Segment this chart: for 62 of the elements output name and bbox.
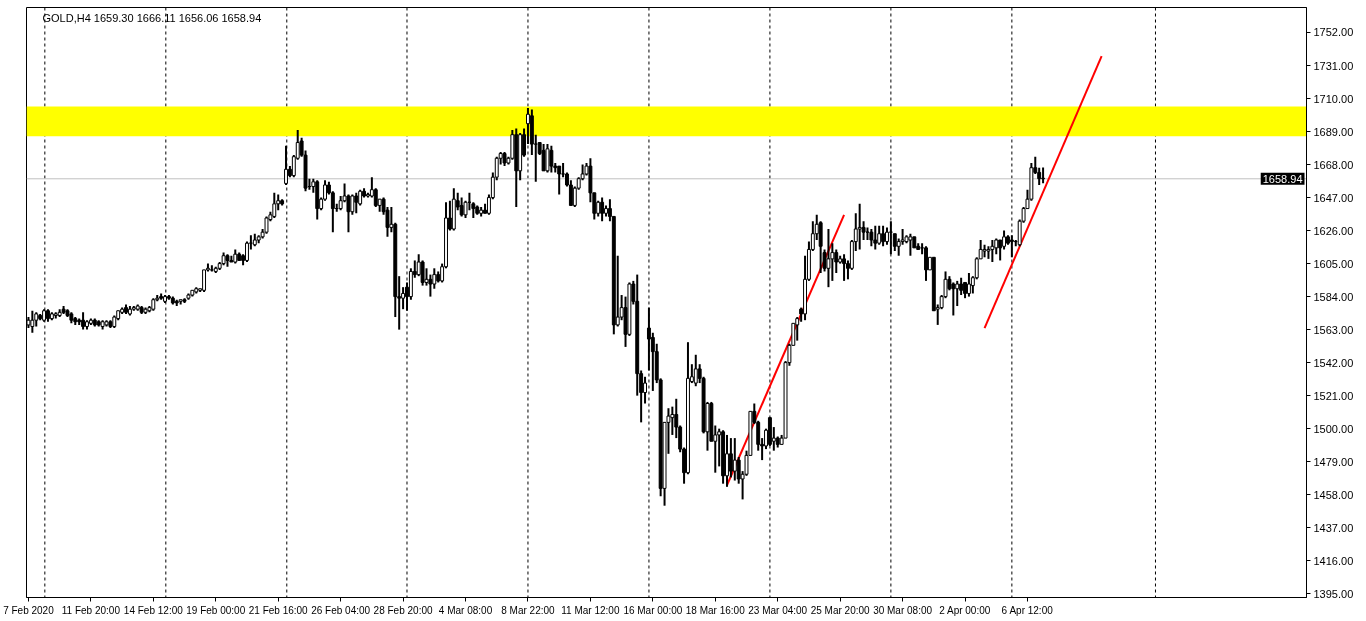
x-tick-label: 2 Apr 00:00: [939, 604, 991, 616]
y-tick-label: 1395.00: [1313, 587, 1354, 600]
y-tick-label: 1605.00: [1313, 257, 1354, 270]
x-tick-label: 28 Feb 20:00: [373, 604, 433, 616]
x-tick-label: 21 Feb 16:00: [248, 604, 309, 616]
candlestick: [873, 224, 878, 251]
y-tick-label: 1521.00: [1313, 389, 1354, 402]
candlestick: [990, 239, 995, 264]
x-tick-label: 6 Apr 12:00: [1001, 604, 1054, 616]
y-tick-label: 1647.00: [1313, 191, 1354, 204]
candlestick: [728, 437, 733, 479]
y-tick-label: 1626.00: [1313, 224, 1354, 237]
candlestick: [842, 253, 847, 282]
y-tick-label: 1584.00: [1313, 290, 1354, 303]
candlestick: [350, 193, 355, 216]
candlestick: [955, 279, 960, 308]
candlestick: [549, 144, 554, 174]
x-tick-label: 26 Feb 04:00: [311, 604, 371, 616]
ref-line-label: 1658.94: [1262, 172, 1303, 185]
y-tick-label: 1731.00: [1313, 59, 1354, 72]
x-tick-label: 23 Mar 04:00: [748, 604, 808, 616]
x-tick-label: 4 Mar 08:00: [438, 604, 493, 616]
candlestick: [951, 281, 956, 317]
candlestick: [557, 165, 562, 196]
x-tick-label: 30 Mar 08:00: [873, 604, 933, 616]
candlestick: [284, 144, 288, 186]
x-tick-label: 18 Mar 16:00: [685, 604, 746, 616]
x-tick-label: 11 Mar 12:00: [561, 604, 620, 616]
y-tick-label: 1416.00: [1313, 554, 1354, 567]
x-tick-label: 8 Mar 22:00: [501, 604, 556, 616]
candlestick: [725, 433, 729, 488]
candlestick: [272, 191, 277, 219]
candlestick: [202, 268, 207, 293]
candlestick: [1009, 234, 1014, 259]
candlestick: [541, 143, 546, 172]
y-tick-label: 1542.00: [1313, 356, 1354, 369]
y-tick-label: 1563.00: [1313, 323, 1354, 336]
candlestick: [732, 437, 737, 482]
candlestick: [545, 143, 550, 174]
x-tick-label: 7 Feb 2020: [3, 604, 55, 616]
chart-title: GOLD,H4 1659.30 1666.11 1656.06 1658.94: [42, 11, 262, 24]
candlestick: [857, 202, 862, 251]
candlestick: [908, 232, 913, 257]
y-tick-label: 1752.00: [1313, 26, 1354, 39]
x-tick-label: 19 Feb 00:00: [186, 604, 246, 616]
y-tick-label: 1479.00: [1313, 455, 1354, 468]
candlestick: [877, 224, 882, 246]
y-tick-label: 1668.00: [1313, 158, 1354, 171]
x-tick-label: 11 Feb 20:00: [61, 604, 121, 616]
x-tick-label: 25 Mar 20:00: [810, 604, 871, 616]
y-tick-label: 1458.00: [1313, 488, 1354, 501]
candlestick: [924, 245, 928, 282]
y-tick-label: 1689.00: [1313, 125, 1354, 138]
y-tick-label: 1500.00: [1313, 422, 1354, 435]
x-tick-label: 16 Mar 00:00: [623, 604, 683, 616]
candlestick: [354, 191, 359, 215]
y-tick-label: 1710.00: [1313, 92, 1354, 105]
candlestick: [693, 353, 698, 388]
candlestick: [30, 309, 35, 334]
candlestick: [826, 228, 831, 289]
x-tick-label: 14 Feb 12:00: [123, 604, 184, 616]
y-tick-label: 1437.00: [1313, 521, 1354, 534]
